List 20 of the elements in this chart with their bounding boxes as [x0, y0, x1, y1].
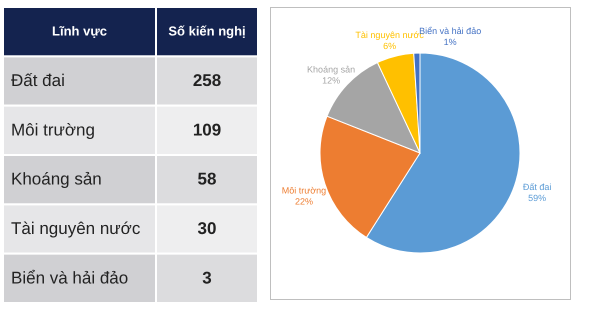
- data-label: 109: [192, 120, 222, 140]
- slice-label: Đất đai: [522, 182, 552, 192]
- slice-label: Khoáng sản: [307, 64, 356, 74]
- category-label: Biển và hải đảo: [11, 268, 128, 288]
- category-label: Tài nguyên nước: [11, 219, 141, 238]
- data-label: 22%: [294, 196, 313, 207]
- category-label: Khoáng sản: [11, 170, 102, 189]
- data-label: 1%: [444, 37, 457, 48]
- data-label: 258: [192, 71, 222, 90]
- data-label: 58: [198, 170, 216, 189]
- category-label: Đất đai: [11, 71, 65, 90]
- data-label: 30: [198, 219, 216, 238]
- data-label: 12%: [322, 75, 340, 86]
- slice-label: Môi trường: [282, 186, 326, 196]
- data-label: 6%: [383, 40, 396, 51]
- data-label: 3: [202, 268, 212, 288]
- category-label: Môi trường: [11, 120, 95, 140]
- text: Lĩnh vực: [52, 24, 107, 39]
- data-label: 59%: [528, 193, 546, 204]
- text: Số kiến nghị: [168, 24, 246, 39]
